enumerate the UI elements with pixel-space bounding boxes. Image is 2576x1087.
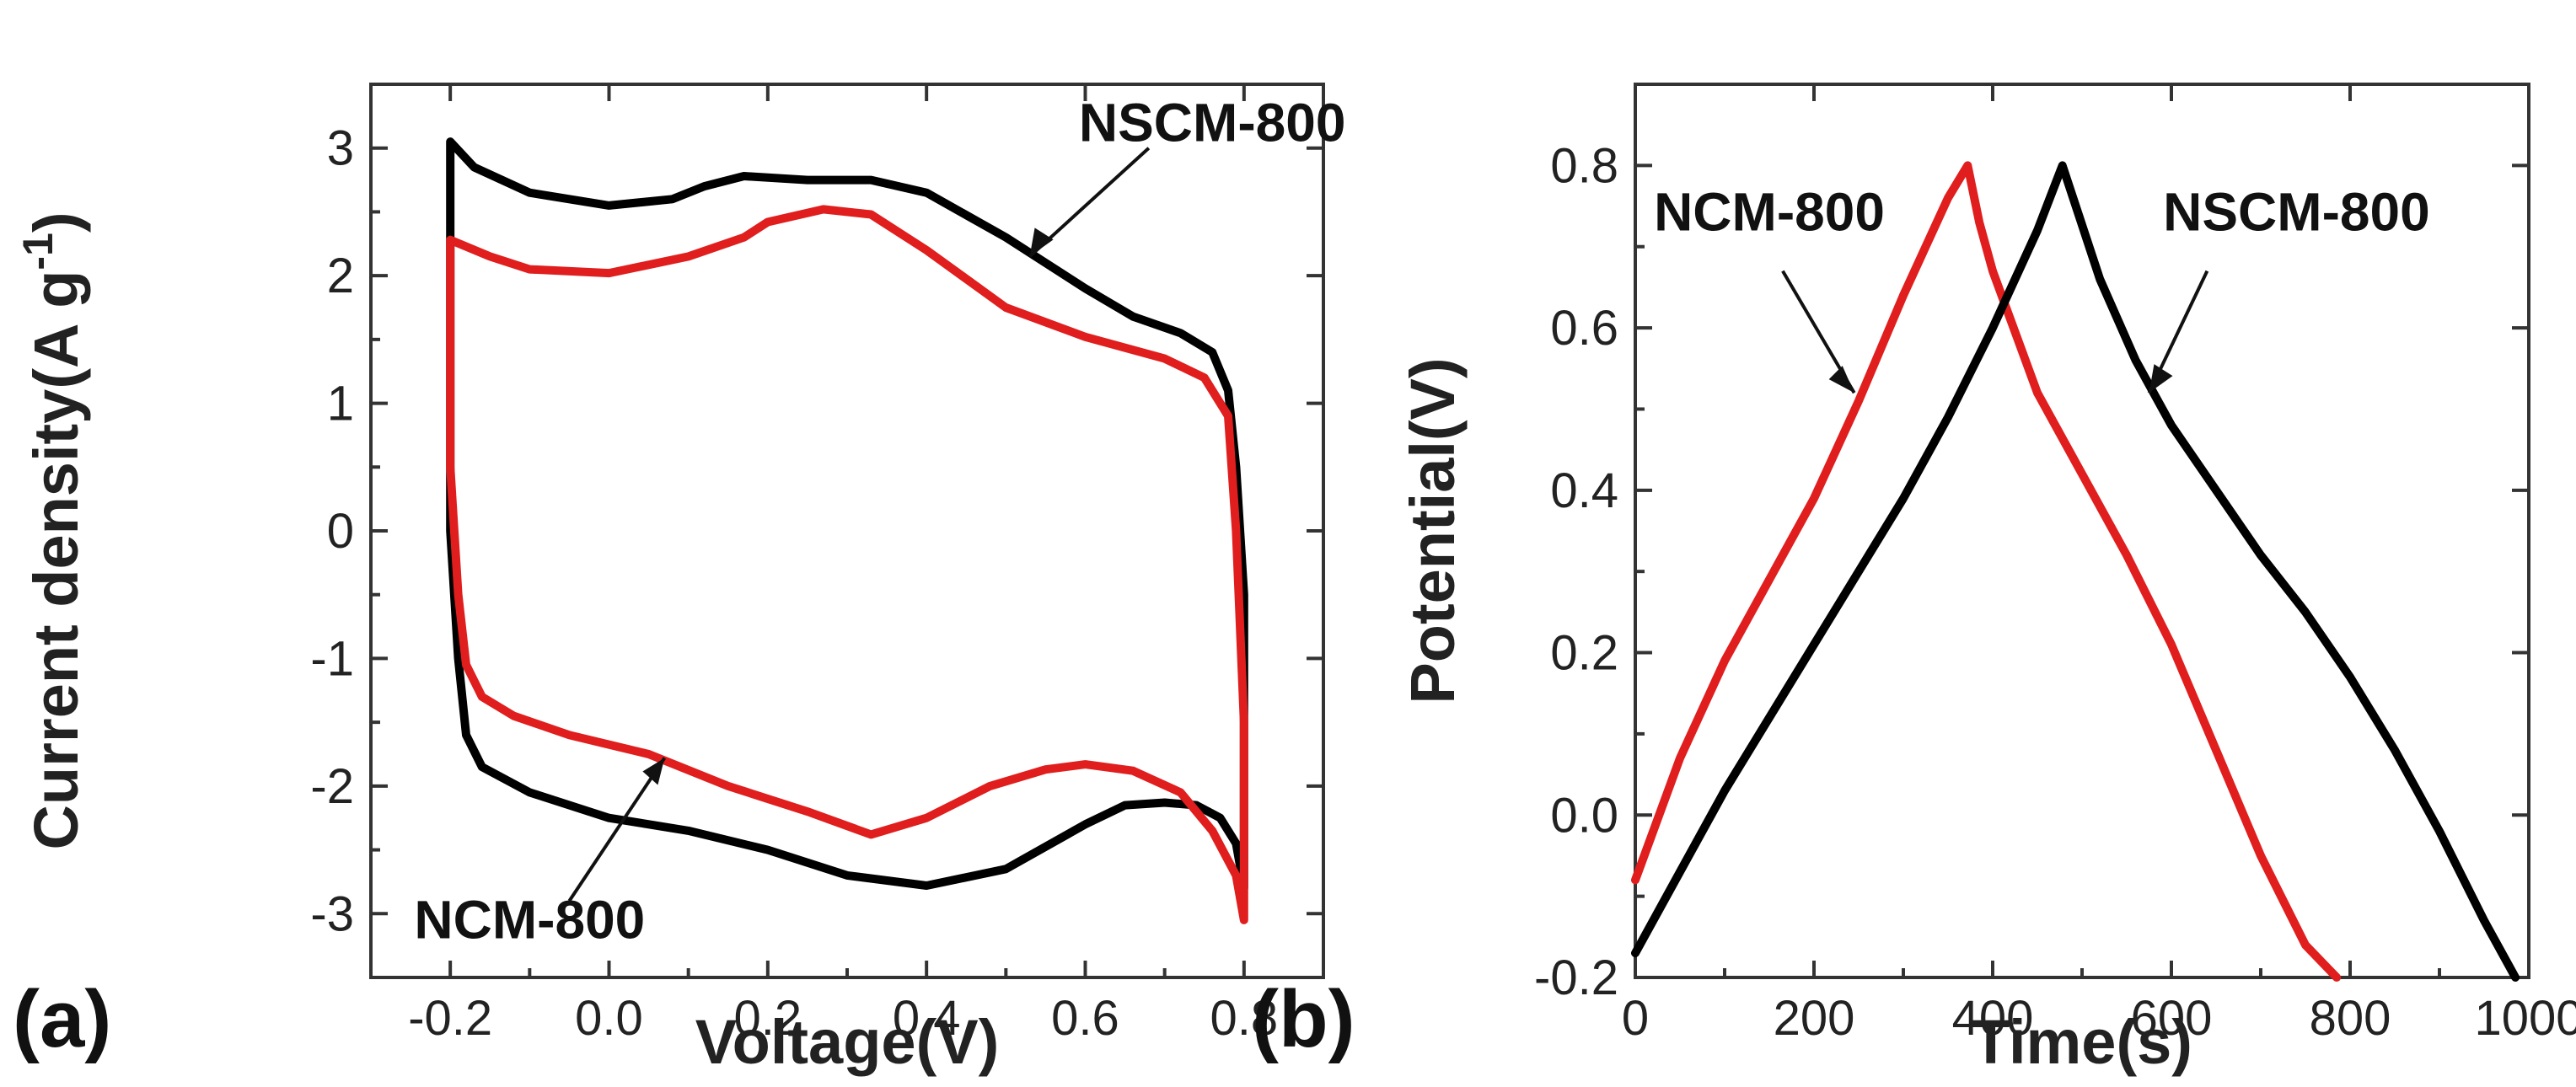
panel-a-ncm-arrowhead	[642, 758, 665, 785]
panel-a-y-tick-label: 0	[327, 504, 354, 559]
panel-b-ncm-arrowhead	[1828, 366, 1854, 394]
panel-a-x-ticks: -0.2 0.0 0.2 0.4 0.6 0.8	[408, 84, 1278, 1046]
panel-a-series-line-ncm-800	[446, 205, 1248, 924]
panel-a-y-tick-label: 1	[327, 377, 354, 431]
panel-b-x-tick-label: 600	[2131, 991, 2213, 1046]
panel-a-x-tick-label: 0.8	[1210, 991, 1279, 1046]
panel-a-y-axis-title-main: Current density(A g	[21, 270, 91, 850]
panel-b-x-tick-label: 1000	[2474, 991, 2576, 1046]
panel-a-cv-chart: -0.2 0.0 0.2 0.4 0.6 0.8 -3 -2 -1 0 1 2 3 Voltage(V…	[13, 83, 1346, 1077]
panel-a-y-axis-title-end: )	[21, 212, 91, 233]
panel-b-y-tick-label: -0.2	[1534, 950, 1618, 1005]
panel-a-y-tick-label: -1	[310, 631, 354, 686]
panel-a-y-tick-label: 3	[327, 121, 354, 176]
panel-a-y-axis-title-superscript: -1	[14, 233, 62, 270]
panel-a-y-tick-label: -2	[310, 759, 354, 814]
panel-a-nscm-label: NSCM-800	[1079, 93, 1346, 153]
panel-b-y-tick-label: 0.0	[1550, 788, 1618, 843]
panel-b-y-tick-label: 0.8	[1550, 138, 1618, 193]
panel-b-x-axis-title: Time(s)	[1972, 1007, 2192, 1077]
panel-b-y-axis-title: Potential(V)	[1398, 357, 1468, 704]
panel-b-ncm-label: NCM-800	[1654, 181, 1885, 242]
panel-b-y-tick-label: 0.2	[1550, 626, 1618, 681]
panel-b-nscm-label: NSCM-800	[2163, 181, 2430, 242]
panel-b-x-ticks: 0 200 400 600 800 1000	[1622, 84, 2576, 1046]
panel-a-x-tick-label: 0.4	[893, 991, 961, 1046]
panel-b-y-ticks: -0.2 0.0 0.2 0.4 0.6 0.8	[1534, 138, 2529, 1005]
panel-a-y-axis-title: Current density(A g-1)	[14, 212, 91, 849]
panel-a-x-tick-label: 0.6	[1051, 991, 1119, 1046]
panel-a-ncm-arrow	[567, 757, 667, 902]
panel-b-x-tick-label: 400	[1952, 991, 2034, 1046]
panel-b-x-tick-label: 0	[1622, 991, 1649, 1046]
panel-a-series	[446, 137, 1248, 924]
panel-a-x-axis-title: Voltage(V)	[695, 1007, 999, 1077]
panel-b-label: (b)	[1252, 974, 1355, 1064]
panel-a-ncm-label: NCM-800	[414, 889, 645, 950]
panel-b-y-tick-label: 0.4	[1550, 463, 1618, 518]
panel-a-x-tick-label: -0.2	[408, 991, 492, 1046]
panel-b-x-tick-label: 200	[1774, 991, 1855, 1046]
panel-a-frame	[369, 83, 1325, 979]
panel-b-series-line-ncm-800	[1631, 161, 2342, 982]
panel-a-y-tick-label: -3	[310, 886, 354, 941]
panel-a-x-tick-label: 0.0	[575, 991, 643, 1046]
panel-b-gcd-chart: 0 200 400 600 800 1000 -0.2 0.0 0.2 0.4 0.6 0.8 Time…	[1252, 83, 2576, 1077]
panel-b-nscm-arrowhead	[2149, 364, 2173, 394]
panel-b-series-line-nscm-800	[1631, 161, 2520, 982]
panel-a-label: (a)	[13, 974, 111, 1064]
panel-a-series-line-nscm-800	[446, 137, 1248, 892]
panel-a-y-ticks: -3 -2 -1 0 1 2 3	[310, 121, 1323, 941]
panel-b-y-tick-label: 0.6	[1550, 301, 1618, 356]
panel-a-nscm-arrowhead	[1029, 228, 1054, 257]
panel-a-y-tick-label: 2	[327, 249, 354, 303]
panel-a-x-tick-label: 0.2	[734, 991, 802, 1046]
panel-b-x-tick-label: 800	[2310, 991, 2391, 1046]
panel-b-series	[1631, 161, 2520, 982]
